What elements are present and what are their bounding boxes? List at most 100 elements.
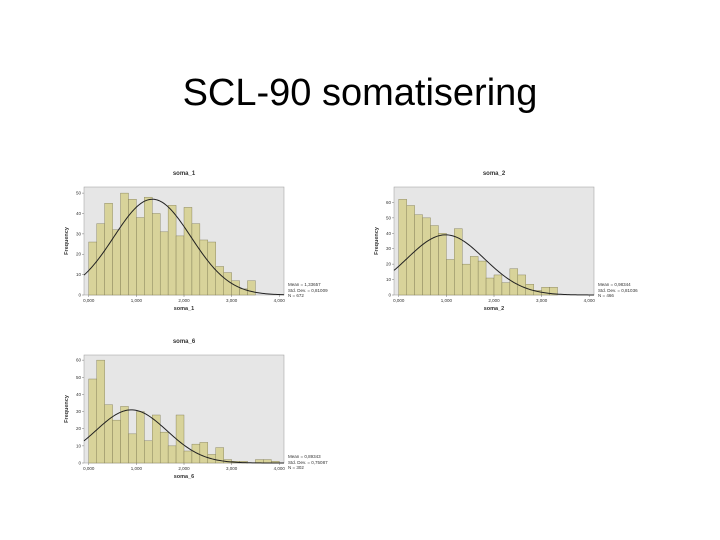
- y-tick-label: 20: [76, 252, 82, 257]
- slide-title: SCL-90 somatisering: [182, 72, 538, 114]
- x-tick-label: 1,000: [131, 298, 143, 303]
- chart-svg: soma_1 0 10 20 30 40 50 0,000 1,000 2,000 3,000 4,0…: [64, 171, 286, 312]
- histogram-bar: [215, 447, 224, 464]
- histogram-bar: [167, 205, 177, 296]
- chart-title: soma_1: [173, 171, 196, 177]
- stat-sd: Std. Dev. = 0,75087: [288, 459, 328, 465]
- histogram-bar: [152, 414, 161, 464]
- bars: [398, 199, 558, 296]
- histogram-bar: [128, 433, 137, 464]
- x-tick-label: 2,000: [178, 298, 190, 303]
- histogram-bar: [462, 263, 471, 296]
- histogram-bar: [469, 256, 479, 296]
- stat-mean: Mean = 1,33657: [288, 282, 321, 287]
- histogram-bar: [485, 277, 495, 296]
- normal-curve: [83, 409, 284, 464]
- bars: [88, 359, 280, 464]
- histogram-bar: [128, 199, 137, 296]
- histogram-bar: [454, 228, 463, 296]
- x-tick-label: 1,000: [131, 466, 143, 471]
- x-tick-label: 4,000: [584, 298, 596, 303]
- y-tick-label: 50: [76, 191, 82, 196]
- x-tick-label: 3,000: [226, 298, 238, 303]
- normal-curve: [83, 198, 285, 296]
- y-tick-label: 0: [388, 293, 391, 298]
- histogram-bar: [438, 233, 447, 296]
- histogram-bar: [159, 431, 169, 464]
- chart-title: soma_2: [483, 171, 506, 177]
- y-tick-label: 20: [386, 262, 392, 267]
- histogram-soma-2: soma_2 0 10 20 30 40 50 60 0,000 1,000 2,000 3,000 4…: [362, 166, 662, 321]
- stat-n: N = 302: [288, 465, 304, 470]
- histogram-bar: [549, 287, 558, 296]
- chart-svg: soma_2 0 10 20 30 40 50 60 0,000 1,000 2,000 3,000 4…: [374, 171, 596, 312]
- y-tick-label: 10: [386, 277, 392, 282]
- histogram-bar: [175, 414, 185, 464]
- y-tick-label: 0: [78, 461, 81, 466]
- stat-n: N = 466: [598, 293, 614, 298]
- histogram-bar: [144, 196, 153, 296]
- x-tick-label: 2,000: [178, 466, 190, 471]
- histogram-bar: [167, 445, 177, 464]
- histogram-bar: [247, 280, 256, 296]
- histogram-bar: [104, 404, 113, 464]
- histogram-bar: [191, 223, 201, 296]
- y-tick-label: 50: [76, 375, 82, 380]
- x-tick-label: 1,000: [441, 298, 453, 303]
- y-tick-label: 60: [76, 358, 82, 363]
- y-tick-label: 30: [76, 409, 82, 414]
- x-tick-label: 2,000: [488, 298, 500, 303]
- histogram-bar: [136, 217, 145, 296]
- histogram-bar: [446, 259, 455, 296]
- histogram-bar: [199, 239, 209, 296]
- x-tick-label: 0,000: [83, 298, 95, 303]
- stat-mean: Mean = 0,89343: [288, 454, 321, 459]
- histogram-bar: [120, 192, 129, 296]
- y-tick-label: 10: [76, 272, 82, 277]
- histogram-bar: [112, 419, 121, 464]
- stats-box: Mean = 0,89343 Std. Dev. = 0,75087 N = 3…: [288, 454, 328, 471]
- histogram-bar: [541, 287, 550, 296]
- histogram-bar: [223, 272, 232, 296]
- y-tick-label: 10: [76, 443, 82, 448]
- stat-mean: Mean = 0,98344: [598, 282, 631, 287]
- y-axis-label: Frequency: [374, 226, 380, 255]
- histogram-bar: [112, 229, 121, 296]
- histogram-bar: [159, 231, 169, 296]
- y-axis-label: Frequency: [64, 226, 70, 255]
- chart-svg: soma_6 0 10 20 30 40 50 60 0,000 1,000 2,000 3,000 4…: [64, 339, 286, 480]
- histogram-soma-6: soma_6 0 10 20 30 40 50 60 0,000 1,000 2,000 3,000 4…: [52, 334, 352, 489]
- stats-box: Mean = 1,33657 Std. Dev. = 0,81009 N = 6…: [288, 282, 328, 299]
- histogram-bar: [175, 235, 185, 296]
- y-tick-label: 40: [386, 231, 392, 236]
- histogram-bar: [96, 359, 105, 464]
- histogram-bar: [422, 217, 431, 296]
- stat-n: N = 672: [288, 293, 304, 298]
- x-axis-label: soma_6: [174, 474, 195, 480]
- x-tick-label: 3,000: [226, 466, 238, 471]
- chart-title: soma_6: [173, 339, 196, 345]
- normal-curve: [393, 234, 594, 296]
- y-tick-label: 20: [76, 426, 82, 431]
- histogram-bar: [144, 440, 153, 464]
- histogram-soma-1: soma_1 0 10 20 30 40 50 0,000 1,000 2,000 3,000 4,0…: [52, 166, 352, 321]
- histogram-bar: [398, 199, 407, 296]
- x-tick-label: 0,000: [393, 298, 405, 303]
- x-tick-label: 4,000: [274, 466, 286, 471]
- y-tick-label: 0: [78, 293, 81, 298]
- stat-sd: Std. Dev. = 0,81009: [288, 287, 328, 293]
- histogram-bar: [231, 280, 240, 296]
- x-axis-label: soma_1: [174, 306, 195, 312]
- histogram-bar: [88, 378, 97, 464]
- bars: [88, 192, 256, 296]
- histogram-bar: [414, 214, 423, 296]
- histogram-bar: [501, 282, 511, 296]
- y-tick-label: 40: [76, 392, 82, 397]
- histogram-bar: [199, 442, 209, 464]
- stat-sd: Std. Dev. = 0,81036: [598, 287, 638, 293]
- x-tick-label: 3,000: [536, 298, 548, 303]
- histogram-bar: [477, 260, 487, 296]
- y-tick-label: 50: [386, 215, 392, 220]
- x-tick-label: 4,000: [274, 298, 286, 303]
- y-tick-label: 30: [76, 231, 82, 236]
